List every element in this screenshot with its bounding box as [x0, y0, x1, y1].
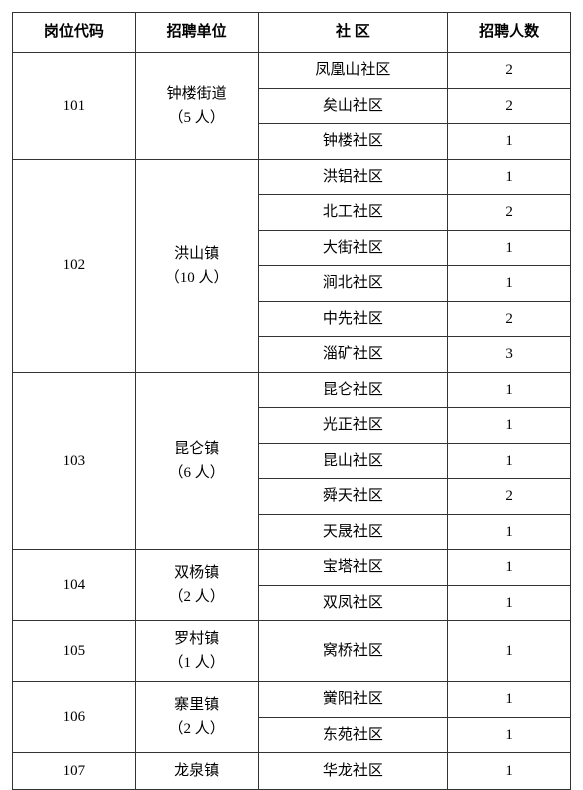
header-code: 岗位代码 [13, 13, 136, 53]
header-count: 招聘人数 [448, 13, 571, 53]
cell-count: 1 [448, 230, 571, 266]
unit-sub: （5 人） [140, 106, 254, 130]
cell-count: 1 [448, 266, 571, 302]
cell-count: 2 [448, 195, 571, 231]
unit-sub: （10 人） [140, 266, 254, 290]
cell-community: 凤凰山社区 [258, 53, 448, 89]
cell-community: 昆仑社区 [258, 372, 448, 408]
cell-count: 1 [448, 408, 571, 444]
cell-count: 1 [448, 443, 571, 479]
header-community: 社 区 [258, 13, 448, 53]
cell-unit: 钟楼街道（5 人） [135, 53, 258, 160]
cell-code: 101 [13, 53, 136, 160]
cell-code: 104 [13, 550, 136, 621]
cell-unit: 昆仑镇（6 人） [135, 372, 258, 550]
cell-count: 1 [448, 372, 571, 408]
cell-community: 北工社区 [258, 195, 448, 231]
unit-name: 双杨镇 [140, 561, 254, 585]
cell-count: 2 [448, 479, 571, 515]
cell-unit: 双杨镇（2 人） [135, 550, 258, 621]
cell-community: 宝塔社区 [258, 550, 448, 586]
header-unit: 招聘单位 [135, 13, 258, 53]
cell-count: 1 [448, 682, 571, 718]
unit-name: 洪山镇 [140, 242, 254, 266]
unit-sub: （6 人） [140, 461, 254, 485]
cell-count: 1 [448, 753, 571, 790]
table-row: 102洪山镇（10 人）洪铝社区1 [13, 159, 571, 195]
cell-count: 1 [448, 514, 571, 550]
cell-unit: 寨里镇（2 人） [135, 682, 258, 753]
table-row: 103昆仑镇（6 人）昆仑社区1 [13, 372, 571, 408]
unit-name: 龙泉镇 [140, 759, 254, 783]
recruitment-table: 岗位代码 招聘单位 社 区 招聘人数 101钟楼街道（5 人）凤凰山社区2矣山社… [12, 12, 571, 790]
cell-count: 2 [448, 53, 571, 89]
unit-sub: （2 人） [140, 585, 254, 609]
cell-code: 106 [13, 682, 136, 753]
cell-count: 1 [448, 159, 571, 195]
cell-code: 105 [13, 621, 136, 682]
cell-code: 102 [13, 159, 136, 372]
table-row: 105罗村镇（1 人）窝桥社区1 [13, 621, 571, 682]
unit-sub: （1 人） [140, 651, 254, 675]
cell-community: 舜天社区 [258, 479, 448, 515]
unit-name: 寨里镇 [140, 693, 254, 717]
cell-unit: 洪山镇（10 人） [135, 159, 258, 372]
header-row: 岗位代码 招聘单位 社 区 招聘人数 [13, 13, 571, 53]
cell-community: 中先社区 [258, 301, 448, 337]
table-row: 107龙泉镇华龙社区1 [13, 753, 571, 790]
cell-community: 光正社区 [258, 408, 448, 444]
cell-code: 103 [13, 372, 136, 550]
cell-count: 1 [448, 550, 571, 586]
cell-community: 天晟社区 [258, 514, 448, 550]
cell-community: 黉阳社区 [258, 682, 448, 718]
cell-count: 1 [448, 621, 571, 682]
cell-community: 昆山社区 [258, 443, 448, 479]
cell-community: 钟楼社区 [258, 124, 448, 160]
cell-community: 洪铝社区 [258, 159, 448, 195]
cell-community: 淄矿社区 [258, 337, 448, 373]
cell-community: 东苑社区 [258, 717, 448, 753]
cell-count: 3 [448, 337, 571, 373]
cell-community: 矣山社区 [258, 88, 448, 124]
unit-name: 昆仑镇 [140, 437, 254, 461]
unit-sub: （2 人） [140, 717, 254, 741]
cell-community: 窝桥社区 [258, 621, 448, 682]
cell-community: 涧北社区 [258, 266, 448, 302]
cell-count: 2 [448, 88, 571, 124]
cell-count: 1 [448, 124, 571, 160]
cell-community: 华龙社区 [258, 753, 448, 790]
cell-count: 1 [448, 717, 571, 753]
cell-community: 大街社区 [258, 230, 448, 266]
cell-unit: 罗村镇（1 人） [135, 621, 258, 682]
cell-community: 双凤社区 [258, 585, 448, 621]
unit-name: 钟楼街道 [140, 82, 254, 106]
cell-count: 1 [448, 585, 571, 621]
cell-unit: 龙泉镇 [135, 753, 258, 790]
table-row: 101钟楼街道（5 人）凤凰山社区2 [13, 53, 571, 89]
cell-count: 2 [448, 301, 571, 337]
cell-code: 107 [13, 753, 136, 790]
table-row: 106寨里镇（2 人）黉阳社区1 [13, 682, 571, 718]
unit-name: 罗村镇 [140, 627, 254, 651]
table-row: 104双杨镇（2 人）宝塔社区1 [13, 550, 571, 586]
